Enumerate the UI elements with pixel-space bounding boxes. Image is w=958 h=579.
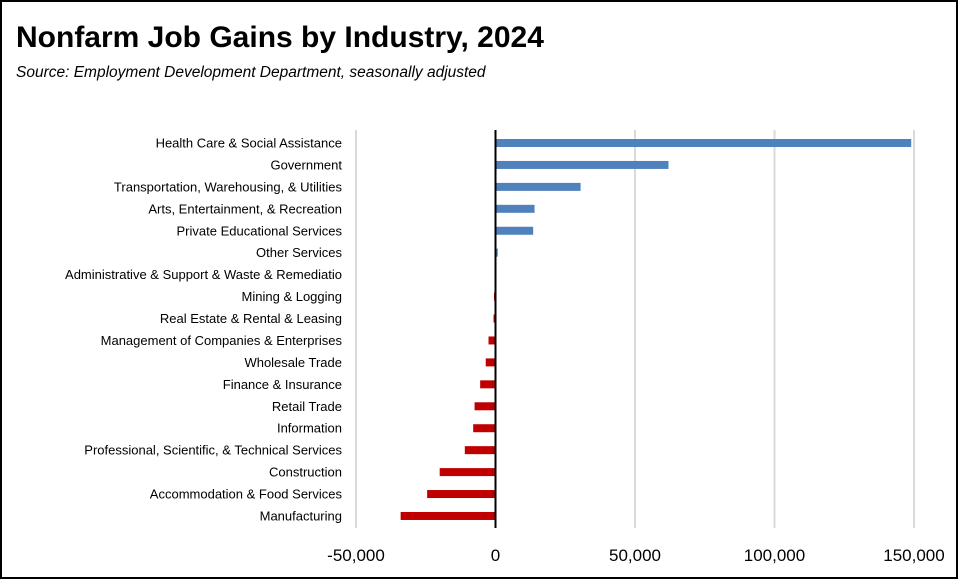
category-label: Health Care & Social Assistance [156, 136, 342, 151]
x-tick-label: 100,000 [744, 546, 805, 565]
bar [427, 490, 496, 499]
x-tick-labels: -50,000 0 50,000 100,000 150,000 [327, 546, 945, 565]
x-tick-label: -50,000 [327, 546, 385, 565]
category-label: Construction [269, 465, 342, 480]
category-label: Administrative & Support & Waste & Remed… [65, 267, 342, 282]
bar [495, 226, 534, 235]
category-label: Accommodation & Food Services [150, 487, 343, 502]
bar [495, 248, 498, 257]
bar [485, 358, 496, 367]
category-label: Real Estate & Rental & Leasing [160, 311, 342, 326]
bar [474, 402, 496, 411]
category-label: Management of Companies & Enterprises [101, 333, 343, 348]
category-label: Government [270, 157, 342, 172]
bar [400, 511, 496, 520]
category-label: Private Educational Services [177, 223, 343, 238]
category-label: Wholesale Trade [244, 355, 342, 370]
category-label: Information [277, 421, 342, 436]
category-label: Retail Trade [272, 399, 342, 414]
category-label: Professional, Scientific, & Technical Se… [84, 443, 342, 458]
bar [480, 380, 496, 389]
category-label: Other Services [256, 245, 342, 260]
bar [495, 182, 581, 191]
category-label: Arts, Entertainment, & Recreation [148, 201, 342, 216]
category-label: Finance & Insurance [223, 377, 342, 392]
category-labels: Health Care & Social Assistance Governmen… [65, 136, 342, 524]
gridlines [355, 130, 915, 528]
chart-subtitle: Source: Employment Development Departmen… [16, 64, 486, 81]
bar [495, 204, 535, 213]
bar [488, 336, 496, 345]
x-tick-label: 150,000 [883, 546, 944, 565]
bar [495, 160, 669, 169]
chart-title: Nonfarm Job Gains by Industry, 2024 [16, 21, 544, 54]
x-tick-label: 0 [491, 546, 500, 565]
bar [439, 468, 496, 477]
x-tick-label: 50,000 [609, 546, 661, 565]
bars [400, 139, 912, 520]
category-label: Manufacturing [260, 508, 342, 523]
bar [473, 424, 496, 433]
category-label: Transportation, Warehousing, & Utilities [114, 179, 343, 194]
bar [464, 446, 496, 455]
category-label: Mining & Logging [242, 289, 342, 304]
bar [495, 139, 912, 147]
